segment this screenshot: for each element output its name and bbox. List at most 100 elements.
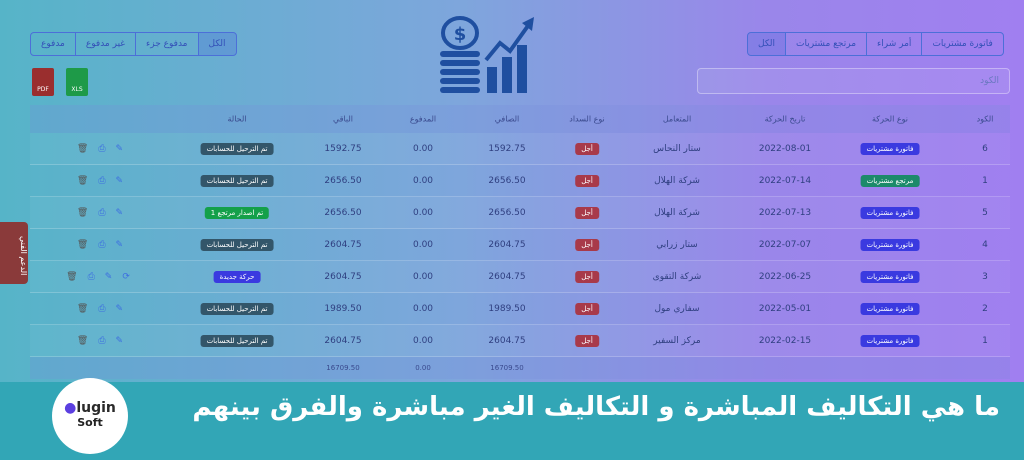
edit-icon[interactable]: ✎	[115, 303, 124, 314]
cell-net: 1592.75	[488, 143, 526, 154]
headline-band	[0, 382, 1024, 460]
edit-icon[interactable]: ✎	[115, 143, 124, 154]
table-row[interactable]: 5 فاتورة مشتريات 2022-07-13 شركة الهلال …	[30, 197, 1010, 229]
export-pdf-icon[interactable]: PDF	[32, 68, 54, 96]
col-type[interactable]: نوع الحركة	[871, 114, 909, 124]
delete-icon[interactable]: 🗑	[76, 175, 89, 186]
filter-type-all[interactable]: الكل	[748, 33, 786, 55]
cell-paid: 0.00	[412, 271, 434, 282]
export-xls-icon[interactable]: XLS	[66, 68, 88, 96]
table-row[interactable]: 1 مرتجع مشتريات 2022-07-14 شركة الهلال أ…	[30, 165, 1010, 197]
cell-remaining: 2656.50	[324, 175, 362, 186]
col-code[interactable]: الكود	[976, 114, 994, 124]
total-remaining: 16709.50	[326, 364, 360, 372]
cell-party: شركة الهلال	[654, 175, 700, 186]
cell-party: ستار النحاس	[653, 143, 701, 154]
type-badge: فاتورة مشتريات	[860, 302, 920, 315]
cell-paid: 0.00	[412, 175, 434, 186]
status-badge: تم الترحيل للحسابات	[200, 174, 274, 187]
payment-badge: أجل	[575, 334, 599, 347]
table-row[interactable]: 4 فاتورة مشتريات 2022-07-07 ستار زرابي أ…	[30, 229, 1010, 261]
payment-badge: أجل	[575, 270, 599, 283]
col-status[interactable]: الحالة	[227, 114, 247, 124]
type-badge: فاتورة مشتريات	[860, 142, 920, 155]
cell-party: شركة التقوى	[652, 271, 702, 282]
payment-badge: أجل	[575, 174, 599, 187]
table-row[interactable]: 3 فاتورة مشتريات 2022-06-25 شركة التقوى …	[30, 261, 1010, 293]
print-icon[interactable]: ⎙	[87, 271, 95, 282]
delete-icon[interactable]: 🗑	[76, 207, 89, 218]
cell-net: 2656.50	[488, 207, 526, 218]
total-net: 16709.50	[490, 364, 524, 372]
table-header: الكود نوع الحركة تاريخ الحركة المتعامل ن…	[30, 105, 1010, 133]
cell-net: 2604.75	[488, 239, 526, 250]
print-icon[interactable]: ⎙	[98, 143, 106, 154]
payment-filter-group: مدفوع غير مدفوع مدفوع جزء الكل	[30, 32, 237, 56]
print-icon[interactable]: ⎙	[98, 335, 106, 346]
code-search-input[interactable]: الكود	[697, 68, 1010, 94]
filter-unpaid[interactable]: غير مدفوع	[74, 33, 135, 55]
type-filter-group: فاتورة مشتريات أمر شراء مرتجع مشتريات ال…	[747, 32, 1004, 56]
row-actions: ✎ ⎙ 🗑	[77, 208, 123, 218]
print-icon[interactable]: ⎙	[98, 175, 106, 186]
cell-code: 4	[982, 239, 988, 250]
refresh-icon[interactable]: ⟳	[122, 271, 130, 282]
status-badge: تم الترحيل للحسابات	[200, 142, 274, 155]
plugin-soft-logo: ●lugin Soft	[52, 378, 128, 454]
cell-date: 2022-02-15	[758, 335, 812, 346]
edit-icon[interactable]: ✎	[115, 239, 124, 250]
cell-net: 2604.75	[488, 335, 526, 346]
cell-paid: 0.00	[412, 143, 434, 154]
row-actions: ✎ ⎙ 🗑	[77, 304, 123, 314]
svg-text:$: $	[454, 24, 467, 45]
delete-icon[interactable]: 🗑	[76, 239, 89, 250]
filter-purchase-return[interactable]: مرتجع مشتريات	[785, 33, 866, 55]
xls-label: XLS	[71, 86, 83, 93]
col-party[interactable]: المتعامل	[662, 114, 692, 124]
type-badge: مرتجع مشتريات	[860, 174, 920, 187]
delete-icon[interactable]: 🗑	[76, 335, 89, 346]
cell-date: 2022-07-07	[758, 239, 812, 250]
filter-purchase-invoice[interactable]: فاتورة مشتريات	[921, 33, 1002, 55]
support-tab[interactable]: الدعم الفني	[0, 222, 28, 284]
row-actions: ⟳ ✎ ⎙ 🗑	[66, 272, 130, 282]
filter-paid[interactable]: مدفوع	[41, 39, 65, 49]
row-actions: ✎ ⎙ 🗑	[77, 336, 123, 346]
edit-icon[interactable]: ✎	[115, 335, 124, 346]
table-row[interactable]: 1 فاتورة مشتريات 2022-02-15 مركز السفير …	[30, 325, 1010, 357]
filter-purchase-order[interactable]: أمر شراء	[866, 33, 921, 55]
print-icon[interactable]: ⎙	[98, 207, 106, 218]
filter-partial[interactable]: مدفوع جزء	[135, 33, 198, 55]
print-icon[interactable]: ⎙	[98, 303, 106, 314]
status-badge: تم اصدار مرتجع 1	[204, 206, 270, 219]
cell-net: 1989.50	[488, 303, 526, 314]
table-row[interactable]: 2 فاتورة مشتريات 2022-05-01 سفاري مول أج…	[30, 293, 1010, 325]
cell-net: 2656.50	[488, 175, 526, 186]
delete-icon[interactable]: 🗑	[76, 143, 89, 154]
col-remaining[interactable]: الباقي	[332, 114, 354, 124]
cell-party: مركز السفير	[653, 335, 701, 346]
print-icon[interactable]: ⎙	[98, 239, 106, 250]
col-net[interactable]: الصافي	[494, 114, 520, 124]
cell-paid: 0.00	[412, 335, 434, 346]
edit-icon[interactable]: ✎	[115, 207, 124, 218]
col-payment-type[interactable]: نوع السداد	[569, 114, 605, 124]
col-date[interactable]: تاريخ الحركة	[764, 114, 806, 124]
delete-icon[interactable]: 🗑	[76, 303, 89, 314]
payment-badge: أجل	[575, 238, 599, 251]
cell-remaining: 2604.75	[324, 335, 362, 346]
edit-icon[interactable]: ✎	[104, 271, 113, 282]
status-badge: تم الترحيل للحسابات	[200, 238, 274, 251]
cell-remaining: 2656.50	[324, 207, 362, 218]
edit-icon[interactable]: ✎	[115, 175, 124, 186]
cell-party: سفاري مول	[654, 303, 700, 314]
cell-date: 2022-08-01	[758, 143, 812, 154]
row-actions: ✎ ⎙ 🗑	[77, 144, 123, 154]
filter-all[interactable]: الكل	[197, 33, 236, 55]
table-row[interactable]: 6 فاتورة مشتريات 2022-08-01 ستار النحاس …	[30, 133, 1010, 165]
money-growth-icon: $	[440, 16, 534, 93]
delete-icon[interactable]: 🗑	[66, 271, 78, 282]
total-paid: 0.00	[415, 364, 431, 372]
col-paid[interactable]: المدفوع	[409, 114, 437, 124]
cell-paid: 0.00	[412, 303, 434, 314]
